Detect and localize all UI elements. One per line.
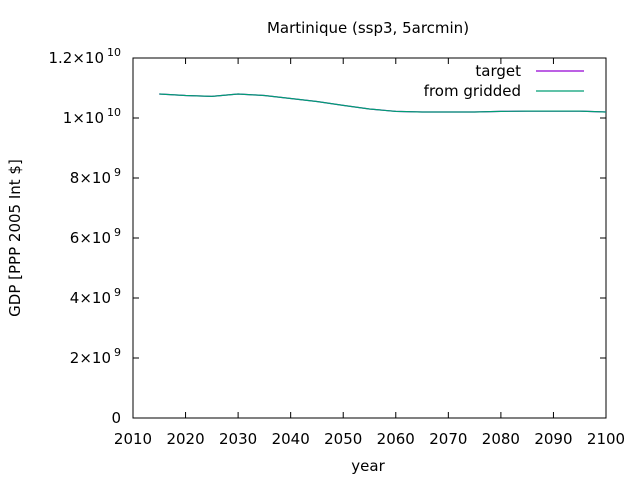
x-tick-label: 2010: [114, 430, 152, 448]
y-tick-label-exponent: 10: [107, 106, 121, 119]
x-tick-label: 2030: [219, 430, 257, 448]
y-tick-label-base: 2×10: [70, 349, 111, 367]
y-axis-label: GDP [PPP 2005 Int $]: [6, 159, 24, 317]
y-tick-label-base: 1×10: [63, 109, 104, 127]
x-tick-label: 2080: [482, 430, 520, 448]
y-tick-label-base: 0: [111, 409, 121, 427]
x-tick-label: 2060: [377, 430, 415, 448]
legend-label: target: [475, 62, 521, 80]
legend-label: from gridded: [424, 82, 521, 100]
y-tick-label-exponent: 9: [114, 286, 121, 299]
x-tick-label: 2100: [587, 430, 625, 448]
y-tick-label-exponent: 9: [114, 166, 121, 179]
x-axis-label: year: [351, 457, 385, 475]
y-tick-label-exponent: 9: [114, 226, 121, 239]
y-axis: 02×10 94×10 96×10 98×10 91×10 101.2×10 10: [48, 46, 606, 427]
x-axis: 2010 2020 2030 2040 2050 2060 2070 2080 2090 2100: [114, 58, 625, 448]
y-tick-label-exponent: 9: [114, 346, 121, 359]
chart-title: Martinique (ssp3, 5arcmin): [267, 19, 469, 37]
x-tick-label: 2090: [534, 430, 572, 448]
y-tick-label: 2×10 9: [70, 346, 121, 367]
y-tick-label-base: 4×10: [70, 289, 111, 307]
series-line-0: [159, 93, 607, 113]
x-tick-label: 2020: [166, 430, 204, 448]
y-tick-label-base: 8×10: [70, 169, 111, 187]
legend: target from gridded: [424, 62, 584, 100]
y-tick-label: 4×10 9: [70, 286, 121, 307]
x-tick-label: 2070: [429, 430, 467, 448]
series-line-1: [159, 93, 607, 113]
x-tick-label: 2050: [324, 430, 362, 448]
series-lines: [159, 93, 607, 113]
y-tick-label: 0: [111, 409, 121, 427]
y-tick-label-base: 1.2×10: [48, 49, 104, 67]
x-tick-label: 2040: [272, 430, 310, 448]
plot-frame: [132, 57, 607, 419]
y-tick-label: 8×10 9: [70, 166, 121, 187]
y-tick-label-base: 6×10: [70, 229, 111, 247]
y-tick-label: 1×10 10: [63, 106, 121, 127]
y-tick-label-exponent: 10: [107, 46, 121, 59]
y-tick-label: 1.2×10 10: [48, 46, 121, 67]
y-tick-label: 6×10 9: [70, 226, 121, 247]
